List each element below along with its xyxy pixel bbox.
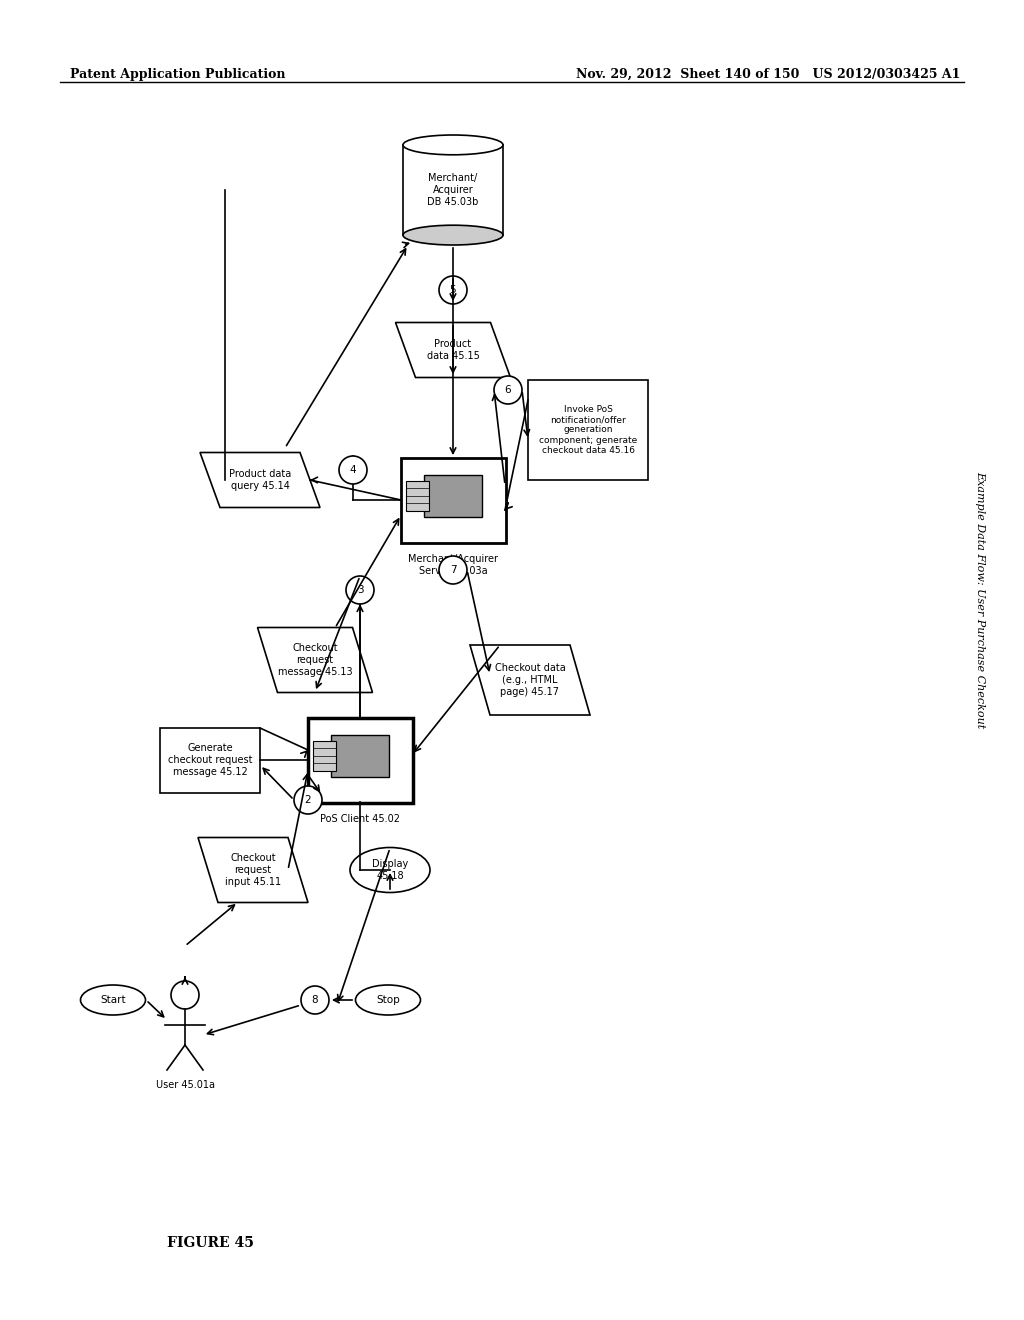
Text: PoS Client 45.02: PoS Client 45.02 xyxy=(319,814,400,825)
Text: 4: 4 xyxy=(349,465,356,475)
Polygon shape xyxy=(198,837,308,903)
Circle shape xyxy=(439,556,467,583)
Ellipse shape xyxy=(81,985,145,1015)
Bar xyxy=(331,734,389,777)
Bar xyxy=(312,741,336,771)
Ellipse shape xyxy=(355,985,421,1015)
Text: 5: 5 xyxy=(450,285,457,294)
Text: Example Data Flow: User Purchase Checkout: Example Data Flow: User Purchase Checkou… xyxy=(975,471,985,729)
Polygon shape xyxy=(257,627,373,693)
Text: Product
data 45.15: Product data 45.15 xyxy=(427,339,479,360)
Bar xyxy=(406,480,429,511)
Text: Display
45.18: Display 45.18 xyxy=(372,859,409,880)
Bar xyxy=(160,727,260,792)
Text: User 45.01a: User 45.01a xyxy=(156,1080,214,1090)
Text: Patent Application Publication: Patent Application Publication xyxy=(70,69,286,81)
Circle shape xyxy=(294,785,322,814)
Polygon shape xyxy=(470,645,590,715)
Text: Generate
checkout request
message 45.12: Generate checkout request message 45.12 xyxy=(168,743,252,776)
Text: 6: 6 xyxy=(505,385,511,395)
Circle shape xyxy=(171,981,199,1008)
Text: FIGURE 45: FIGURE 45 xyxy=(167,1236,253,1250)
Circle shape xyxy=(439,276,467,304)
Text: Merchant/Acquirer
Server 45.03a: Merchant/Acquirer Server 45.03a xyxy=(408,554,498,576)
Bar xyxy=(400,458,506,543)
Text: Invoke PoS
notification/offer
generation
component; generate
checkout data 45.16: Invoke PoS notification/offer generation… xyxy=(539,405,637,455)
Text: Stop: Stop xyxy=(376,995,400,1005)
Bar xyxy=(403,145,503,235)
Ellipse shape xyxy=(403,226,503,246)
Bar xyxy=(528,380,648,480)
Text: Product data
query 45.14: Product data query 45.14 xyxy=(229,469,291,491)
Ellipse shape xyxy=(350,847,430,892)
Text: Start: Start xyxy=(100,995,126,1005)
Text: 7: 7 xyxy=(450,565,457,576)
Polygon shape xyxy=(200,453,319,507)
Circle shape xyxy=(346,576,374,605)
Ellipse shape xyxy=(403,135,503,154)
Bar xyxy=(307,718,413,803)
Circle shape xyxy=(301,986,329,1014)
Text: Checkout
request
message 45.13: Checkout request message 45.13 xyxy=(278,643,352,677)
Polygon shape xyxy=(395,322,511,378)
Circle shape xyxy=(339,455,367,484)
Text: Nov. 29, 2012  Sheet 140 of 150   US 2012/0303425 A1: Nov. 29, 2012 Sheet 140 of 150 US 2012/0… xyxy=(575,69,961,81)
Text: 8: 8 xyxy=(311,995,318,1005)
Text: 3: 3 xyxy=(356,585,364,595)
Text: Checkout
request
input 45.11: Checkout request input 45.11 xyxy=(225,854,281,887)
Bar xyxy=(424,474,482,517)
Circle shape xyxy=(494,376,522,404)
Text: Checkout data
(e.g., HTML
page) 45.17: Checkout data (e.g., HTML page) 45.17 xyxy=(495,664,565,697)
Text: 2: 2 xyxy=(305,795,311,805)
Text: Merchant/
Acquirer
DB 45.03b: Merchant/ Acquirer DB 45.03b xyxy=(427,173,478,207)
